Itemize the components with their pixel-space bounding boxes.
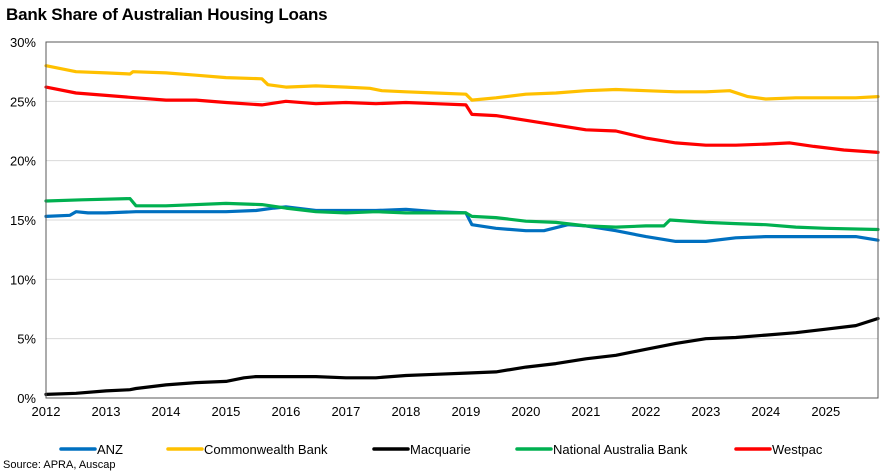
y-tick-label: 20% — [10, 154, 36, 169]
y-tick-label: 10% — [10, 272, 36, 287]
plot-frame — [45, 41, 879, 399]
x-tick-label: 2018 — [391, 404, 420, 419]
x-tick-label: 2024 — [751, 404, 780, 419]
x-tick-label: 2023 — [691, 404, 720, 419]
series-line-national-australia-bank — [44, 197, 880, 232]
legend-item: ANZ — [59, 442, 123, 457]
legend-item: Westpac — [734, 442, 823, 457]
y-tick-label: 5% — [17, 332, 36, 347]
y-tick-label: 15% — [10, 213, 36, 228]
x-tick-label: 2022 — [631, 404, 660, 419]
x-axis: 2012 2013 2014 2015 2016 2017 2018 2019 2020 2021… — [32, 404, 841, 419]
series-line-westpac — [44, 85, 880, 154]
legend-item: National Australia Bank — [515, 442, 688, 457]
x-tick-label: 2017 — [331, 404, 360, 419]
legend-label: National Australia Bank — [553, 442, 688, 457]
gridlines — [46, 100, 878, 340]
x-tick-label: 2019 — [451, 404, 480, 419]
legend-label: Macquarie — [410, 442, 471, 457]
x-tick-label: 2025 — [811, 404, 840, 419]
series-lines — [44, 64, 880, 396]
y-tick-label: 0% — [17, 391, 36, 406]
series-line-commonwealth-bank — [44, 64, 880, 102]
legend-label: Commonwealth Bank — [204, 442, 328, 457]
x-tick-label: 2014 — [152, 404, 181, 419]
legend-label: Westpac — [772, 442, 823, 457]
x-tick-label: 2013 — [92, 404, 121, 419]
legend: ANZ Commonwealth Bank Macquarie National Au… — [59, 442, 823, 457]
x-tick-label: 2015 — [211, 404, 240, 419]
legend-item: Macquarie — [372, 442, 471, 457]
x-tick-label: 2021 — [571, 404, 600, 419]
chart-title: Bank Share of Australian Housing Loans — [6, 5, 328, 24]
x-tick-label: 2016 — [271, 404, 300, 419]
x-tick-label: 2012 — [32, 404, 61, 419]
legend-item: Commonwealth Bank — [166, 442, 328, 457]
source-note: Source: APRA, Auscap — [3, 459, 116, 471]
y-tick-label: 25% — [10, 94, 36, 109]
x-tick-label: 2020 — [511, 404, 540, 419]
y-axis: 0% 5% 10% 15% 20% 25% 30% — [10, 35, 36, 406]
legend-label: ANZ — [97, 442, 123, 457]
y-tick-label: 30% — [10, 35, 36, 50]
series-line-macquarie — [44, 316, 880, 396]
